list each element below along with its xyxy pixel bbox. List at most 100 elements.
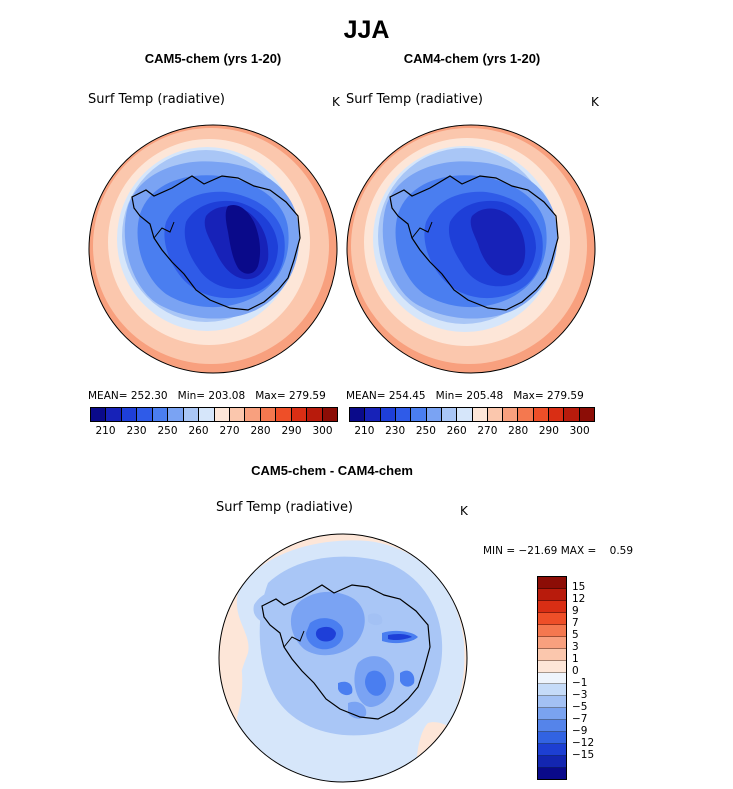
left-colorbar-swatch: [121, 408, 138, 421]
diff-units-label: K: [460, 504, 468, 518]
main-title: JJA: [343, 16, 390, 44]
right-variable-label: Surf Temp (radiative): [346, 92, 484, 107]
diff-colorbar-swatch: [538, 720, 566, 733]
left-max-value: 279.59: [289, 390, 326, 402]
right-colorbar-swatch: [441, 408, 458, 421]
left-colorbar-ticks: 210 230 250 260 270 280 290 300: [90, 425, 338, 439]
diff-colorbar-swatch: [538, 672, 566, 685]
diff-variable-label: Surf Temp (radiative): [216, 500, 354, 515]
right-colorbar-swatch: [380, 408, 396, 421]
diff-colorbar-tick-label: 15: [572, 581, 586, 593]
diff-colorbar-swatch: [538, 636, 566, 649]
right-colorbar-tick-label: 230: [385, 425, 406, 437]
right-colorbar-tick-label: 270: [477, 425, 498, 437]
diff-colorbar-tick-label: −5: [572, 701, 588, 713]
left-colorbar-tick-label: 280: [250, 425, 271, 437]
left-colorbar-tick-label: 260: [188, 425, 209, 437]
right-colorbar-swatch: [350, 408, 366, 421]
diff-colorbar-swatch: [538, 684, 566, 697]
right-colorbar: [349, 407, 595, 422]
right-max-label: Max=: [513, 390, 544, 402]
diff-colorbar-tick-label: −7: [572, 713, 588, 725]
diff-minmax: MIN = −21.69 MAX = 0.59: [483, 545, 633, 557]
left-colorbar-swatch: [137, 408, 153, 421]
left-units-label: K: [332, 95, 340, 109]
right-colorbar-swatch: [549, 408, 565, 421]
diff-colorbar-swatch: [538, 708, 566, 721]
left-colorbar-swatch: [276, 408, 292, 421]
right-colorbar-swatch: [395, 408, 412, 421]
left-polar-map: [88, 124, 338, 374]
diff-colorbar-swatch: [538, 648, 566, 661]
diff-colorbar-swatch: [538, 612, 566, 625]
left-colorbar-swatch: [183, 408, 200, 421]
left-colorbar-swatch: [199, 408, 215, 421]
diff-panel-title: CAM5-chem - CAM4-chem: [251, 463, 413, 478]
left-colorbar-swatch: [91, 408, 107, 421]
diff-max-value: 0.59: [609, 545, 634, 557]
left-colorbar-tick-label: 300: [312, 425, 333, 437]
right-max-value: 279.59: [547, 390, 584, 402]
diff-max-label: MAX =: [560, 545, 597, 557]
left-colorbar-tick-label: 210: [95, 425, 116, 437]
diff-colorbar-tick-label: 12: [572, 593, 586, 605]
diff-min-value: −21.69: [518, 545, 558, 557]
diff-colorbar-tick-label: 7: [572, 617, 579, 629]
right-mean-value: 254.45: [388, 390, 426, 402]
right-min-value: 205.48: [466, 390, 504, 402]
left-colorbar-swatch: [106, 408, 122, 421]
diff-colorbar-swatch: [538, 744, 566, 757]
right-colorbar-swatch: [503, 408, 519, 421]
diff-colorbar-tick-label: 9: [572, 605, 579, 617]
right-colorbar-swatch: [533, 408, 550, 421]
diff-colorbar-swatch: [538, 624, 566, 637]
right-colorbar-swatch: [411, 408, 427, 421]
right-colorbar-swatch: [472, 408, 488, 421]
right-colorbar-tick-label: 280: [508, 425, 529, 437]
right-colorbar-swatch: [457, 408, 473, 421]
left-colorbar-tick-label: 290: [281, 425, 302, 437]
left-min-value: 203.08: [208, 390, 246, 402]
diff-colorbar-tick-label: 0: [572, 665, 579, 677]
left-colorbar-swatch: [152, 408, 169, 421]
diff-colorbar-tick-label: 1: [572, 653, 579, 665]
right-colorbar-swatch: [579, 408, 594, 421]
diff-colorbar: [537, 576, 567, 780]
left-stats: MEAN= 252.30 Min= 203.08 Max= 279.59: [88, 390, 326, 402]
right-panel-title: CAM4-chem (yrs 1-20): [403, 51, 541, 66]
right-units-label: K: [591, 95, 599, 109]
right-colorbar-tick-label: 250: [415, 425, 436, 437]
left-min-label: Min=: [177, 390, 206, 402]
right-colorbar-tick-label: 260: [446, 425, 467, 437]
diff-colorbar-ticks: 15 12 9 7 5 3 1 0 −1 −3 −5 −7 −9 −12 −15: [572, 576, 612, 780]
diff-colorbar-swatch: [538, 588, 566, 601]
diff-colorbar-tick-label: −15: [572, 749, 595, 761]
left-colorbar-swatch: [307, 408, 323, 421]
right-colorbar-swatch: [426, 408, 442, 421]
diff-colorbar-swatch: [538, 756, 566, 768]
diff-colorbar-tick-label: −3: [572, 689, 588, 701]
right-colorbar-tick-label: 290: [538, 425, 559, 437]
left-max-label: Max=: [255, 390, 286, 402]
left-colorbar-swatch: [260, 408, 277, 421]
right-colorbar-swatch: [518, 408, 534, 421]
left-colorbar-swatch: [214, 408, 230, 421]
left-panel-title: CAM5-chem (yrs 1-20): [144, 51, 282, 66]
right-colorbar-swatch: [365, 408, 381, 421]
diff-min-label: MIN =: [483, 545, 516, 557]
left-mean-label: MEAN=: [88, 390, 128, 402]
diff-colorbar-tick-label: −9: [572, 725, 588, 737]
diff-colorbar-tick-label: 5: [572, 629, 579, 641]
left-colorbar-tick-label: 250: [157, 425, 178, 437]
right-colorbar-tick-label: 210: [354, 425, 375, 437]
left-variable-label: Surf Temp (radiative): [88, 92, 226, 107]
diff-colorbar-swatch: [538, 660, 566, 673]
right-polar-map: [346, 124, 596, 374]
diff-colorbar-swatch: [538, 600, 566, 613]
left-colorbar-swatch: [291, 408, 308, 421]
left-colorbar: [90, 407, 338, 422]
diff-colorbar-swatch: [538, 577, 566, 589]
left-colorbar-swatch: [245, 408, 261, 421]
diff-colorbar-swatch: [538, 732, 566, 745]
right-mean-label: MEAN=: [346, 390, 386, 402]
